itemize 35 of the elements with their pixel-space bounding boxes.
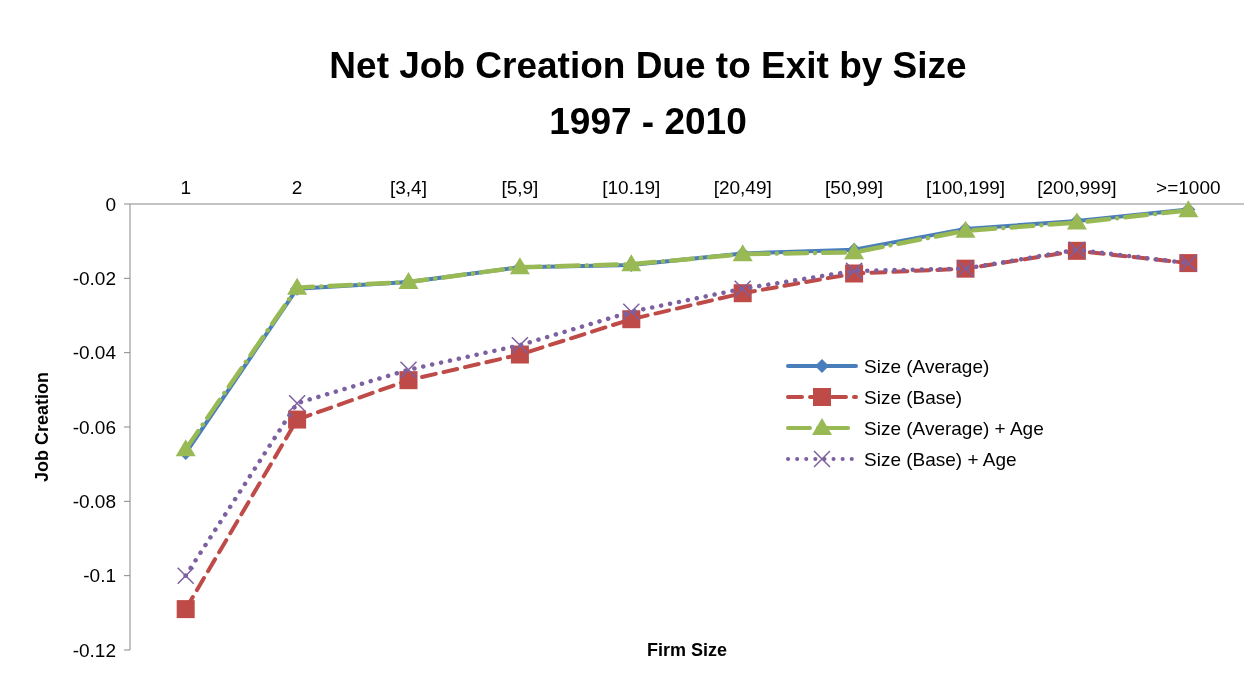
y-tick-label: -0.02 [72, 267, 116, 289]
legend-label: Size (Base) + Age [864, 448, 1017, 470]
point [733, 279, 752, 298]
point [622, 303, 641, 321]
x-tick-label: [50,99] [825, 177, 884, 198]
x-tick-label: [20,49] [713, 177, 772, 198]
x-tick-label: [10.19] [602, 177, 661, 198]
x-tick-label: [5,9] [501, 177, 539, 198]
y-tick-label: -0.1 [83, 565, 116, 587]
legend-label: Size (Average) + Age [864, 417, 1044, 439]
point [288, 410, 307, 429]
y-tick-label: 0 [105, 193, 116, 215]
point [399, 361, 418, 379]
point [511, 336, 529, 354]
point [399, 371, 418, 390]
y-tick-label: -0.08 [72, 490, 116, 512]
y-tick-label: -0.04 [72, 342, 117, 364]
x-tick-label: 1 [180, 177, 191, 198]
point [176, 600, 195, 619]
point [175, 439, 196, 457]
x-axis-title: Firm Size [646, 640, 728, 660]
chart-title: Net Job Creation Due to Exit by Size 1997 - 2010 [329, 45, 967, 142]
legend-label: Size (Average) [864, 355, 990, 377]
y-tick-label: -0.06 [72, 416, 116, 438]
point [287, 277, 308, 295]
x-tick-label: >=1000 [1156, 177, 1221, 198]
x-tick-label: [3,4] [390, 177, 427, 198]
y-tick-label: -0.12 [72, 639, 116, 661]
x-tick-label: [200,999] [1037, 177, 1117, 198]
point [176, 566, 195, 585]
x-tick-label: [100,199] [925, 177, 1006, 198]
point [288, 394, 306, 412]
legend-label: Size (Base) [864, 386, 963, 408]
y-axis-title: Job Creation [32, 371, 52, 483]
x-tick-label: 2 [291, 177, 303, 198]
